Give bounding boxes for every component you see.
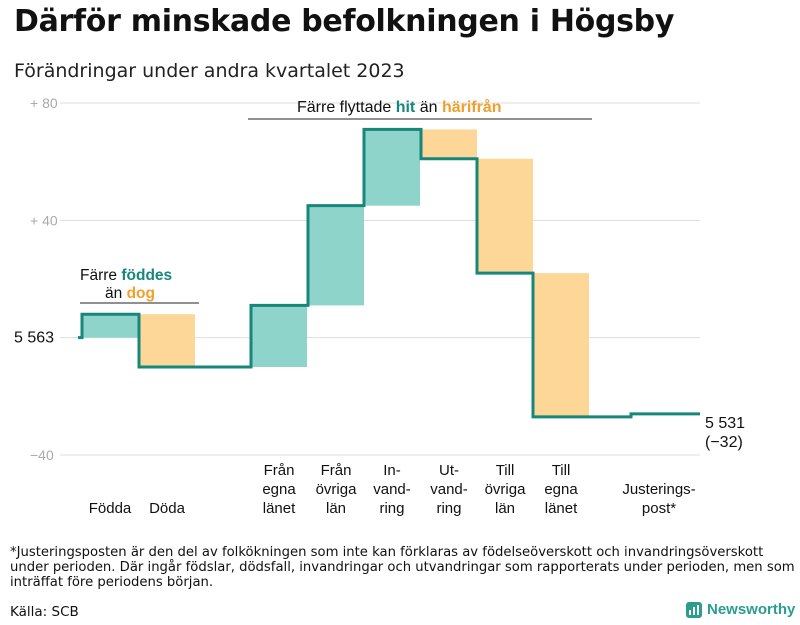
migration-mid: än <box>415 99 442 116</box>
bar-till-egna-länet <box>533 273 589 417</box>
x-tick-label: Döda <box>149 500 186 517</box>
bar-födda <box>82 314 138 338</box>
x-tick-label: vand- <box>430 481 468 498</box>
x-tick-label: Till <box>552 462 571 479</box>
bar-från-egna-länet <box>251 305 307 367</box>
x-tick-label: län <box>326 500 346 517</box>
logo-icon <box>686 601 702 618</box>
migration-harifran: härifrån <box>442 98 502 116</box>
connector-line <box>78 127 700 419</box>
migration-hit: hit <box>396 99 416 116</box>
x-tick-label: ring <box>436 500 461 517</box>
x-tick-label: vand- <box>373 481 411 498</box>
chart-title: Därför minskade befolkningen i Högsby <box>14 4 675 39</box>
births-annotation: Färre föddes än dog <box>80 267 199 304</box>
end-value-label: 5 531 <box>705 415 745 432</box>
y-tick-label: −40 <box>30 447 54 463</box>
births-highlight: föddes <box>121 267 172 284</box>
bar-från-övriga-län <box>308 205 364 306</box>
migration-annotation: Färre flyttade hit än härifrån <box>248 98 592 120</box>
deaths-annotation-text: än <box>105 285 127 302</box>
end-change-label: (−32) <box>705 434 743 451</box>
waterfall-chart: + 80+ 405 563−40 Födda DödaFrånegnalänetF… <box>14 95 745 517</box>
footnote: *Justeringsposten är den del av folkökni… <box>10 545 795 590</box>
bars <box>82 129 589 417</box>
chart-subtitle: Förändringar under andra kvartalet 2023 <box>14 60 405 82</box>
x-tick-label: egna <box>544 481 578 498</box>
bar-till-övriga-län <box>477 158 533 274</box>
x-tick-label: län <box>495 500 515 517</box>
logo-text: Newsworthy <box>707 601 796 618</box>
bar-utvandring <box>421 129 477 159</box>
bar-döda <box>139 314 195 367</box>
x-tick-label: Ut- <box>439 462 459 479</box>
x-tick-label: Födda <box>89 500 132 517</box>
newsworthy-logo: Newsworthy <box>686 601 795 618</box>
y-tick-label: + 40 <box>30 212 58 228</box>
source: Källa: SCB <box>10 604 79 620</box>
svg-text:Färre flyttade hit än härifrån: Färre flyttade hit än härifrån <box>297 98 502 116</box>
x-tick-label: ring <box>379 500 404 517</box>
births-annotation-text: Färre <box>80 267 121 284</box>
deaths-highlight: dog <box>127 285 155 302</box>
svg-text:Färre föddes: Färre föddes <box>80 267 172 284</box>
x-tick-label: länet <box>545 500 578 517</box>
x-tick-label: Till <box>496 462 515 479</box>
y-tick-label: 5 563 <box>14 330 54 347</box>
x-tick-labels: Födda Döda Från egna länet Från övriga län In-va… <box>89 462 696 517</box>
x-tick-label: övriga <box>485 481 527 498</box>
x-tick-label: Justerings- <box>622 481 695 498</box>
svg-text:än dog: än dog <box>105 285 155 302</box>
bar-invandring <box>364 129 420 206</box>
waterfall-line <box>78 127 700 419</box>
x-tick-label: Från <box>321 462 352 479</box>
x-tick-label: länet <box>263 500 296 517</box>
y-tick-label: + 80 <box>30 95 58 111</box>
x-tick-label: egna <box>262 481 296 498</box>
x-tick-label: In- <box>383 462 401 479</box>
y-tick-labels: + 80 + 40 5 563 −40 <box>14 95 58 463</box>
migration-annotation-text: Färre flyttade <box>297 99 396 116</box>
x-tick-label: övriga <box>316 481 358 498</box>
x-tick-label: Från <box>264 462 295 479</box>
x-tick-label: post* <box>642 500 676 517</box>
